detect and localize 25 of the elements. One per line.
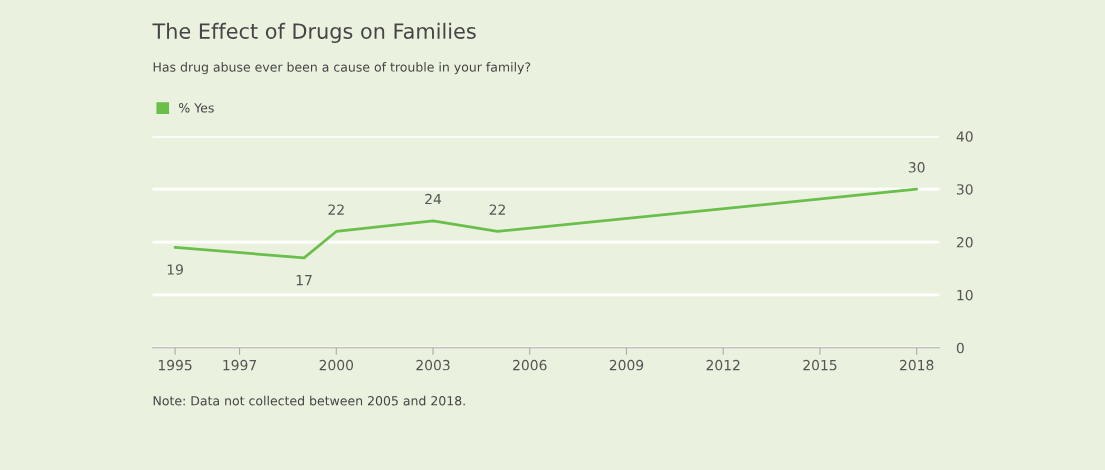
- x-tick-label: 2015: [803, 359, 837, 371]
- x-tick-label: 2006: [513, 359, 547, 371]
- x-tick-label: 2009: [609, 359, 644, 371]
- legend-label: % Yes: [179, 103, 214, 113]
- y-tick-label: 0: [956, 342, 964, 354]
- x-tick-label: 2000: [319, 359, 354, 371]
- data-label: 19: [167, 264, 183, 275]
- x-tick-label: 2003: [416, 359, 450, 371]
- x-tick-label: 1995: [158, 359, 192, 371]
- y-tick-label: 30: [956, 184, 973, 195]
- data-label: 24: [425, 193, 442, 205]
- data-label: 22: [489, 204, 505, 215]
- line-series: [173, 187, 919, 260]
- y-tick-label: 20: [956, 237, 973, 248]
- x-tick-label: 2018: [900, 359, 934, 371]
- x-tick-label: 2012: [706, 359, 740, 371]
- text: Note: Data not collected between 2005 and 2018.: [153, 395, 465, 406]
- x-tick-label: 1997: [223, 359, 257, 371]
- data-label: 22: [328, 204, 344, 215]
- data-label: 17: [296, 275, 312, 286]
- y-tick-label: 10: [957, 289, 973, 301]
- y-tick-label: 40: [956, 131, 973, 142]
- data-label: 30: [908, 162, 925, 173]
- chart-subtitle: Has drug abuse ever been a cause of trouble in your family?: [153, 62, 531, 75]
- chart-title: The Effect of Drugs on Families: [152, 22, 476, 43]
